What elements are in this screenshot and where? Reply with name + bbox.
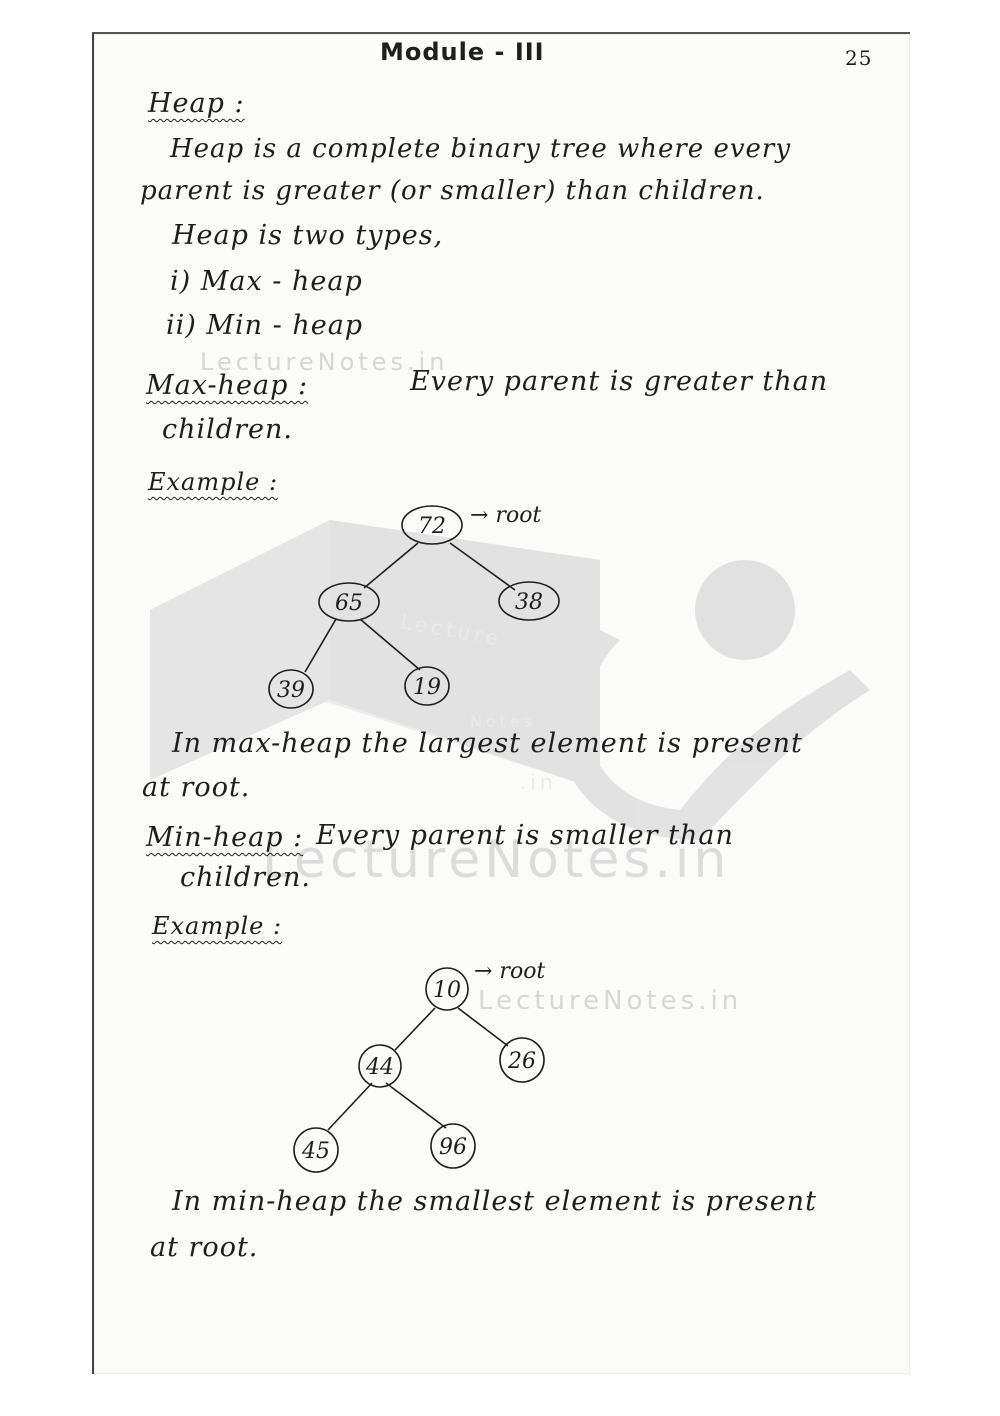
watermark-text: LectureNotes.in	[200, 348, 449, 376]
tree-node	[318, 582, 380, 622]
max-heap-summary-line: at root.	[142, 772, 251, 803]
tree-node	[293, 1127, 339, 1173]
heap-definition-line: parent is greater (or smaller) than chil…	[140, 176, 765, 206]
max-heap-heading: Max-heap :	[146, 370, 309, 401]
tree-edge	[449, 542, 516, 591]
tree-node-label: 96	[439, 1135, 467, 1160]
tree-edge	[457, 1007, 509, 1047]
max-heap-definition-line: children.	[162, 414, 293, 445]
root-pointer-label: → root	[474, 959, 545, 984]
tree-node-label: 39	[277, 678, 305, 703]
heap-type-item: i) Max - heap	[170, 266, 363, 297]
tree-edge	[327, 1082, 373, 1131]
tree-node	[268, 669, 314, 709]
min-heap-heading: Min-heap :	[146, 822, 304, 853]
tree-node-label: 44	[365, 1055, 394, 1080]
min-heap-example-heading: Example :	[152, 912, 283, 940]
watermark-text: LectureNotes.in	[478, 986, 743, 1016]
heap-heading: Heap :	[148, 88, 245, 119]
max-heap-example-heading: Example :	[148, 468, 279, 496]
min-heap-summary-line: at root.	[150, 1232, 259, 1263]
tree-node-label: 38	[515, 590, 543, 615]
page-number: 25	[845, 46, 873, 70]
tree-edge	[394, 1007, 436, 1051]
tree-node-label: 65	[335, 591, 363, 616]
tree-node	[358, 1044, 402, 1088]
tree-node-label: 72	[418, 514, 446, 539]
tree-node-label: 45	[301, 1139, 330, 1164]
heap-definition-line: Heap is a complete binary tree where eve…	[170, 134, 792, 164]
tree-node	[404, 666, 450, 706]
min-heap-definition-line: children.	[180, 862, 311, 893]
tree-edge	[363, 542, 419, 589]
watermark-logo-text: .in	[520, 770, 557, 794]
tree-node	[425, 967, 469, 1011]
tree-edge	[304, 618, 337, 673]
watermark-logo-text: Notes	[470, 712, 537, 731]
tree-node-label: 19	[413, 675, 441, 700]
min-heap-summary-line: In min-heap the smallest element is pres…	[172, 1186, 817, 1217]
max-heap-summary-line: In max-heap the largest element is prese…	[172, 728, 803, 759]
page-title: Module - III	[380, 38, 545, 66]
max-heap-definition-line: Every parent is greater than	[410, 366, 829, 397]
tree-node	[498, 581, 560, 621]
tree-node	[430, 1123, 476, 1169]
tree-edge	[385, 1082, 447, 1129]
tree-node-label: 10	[433, 978, 461, 1003]
watermark-text: LectureNotes.in	[262, 830, 731, 890]
tree-edge	[359, 618, 421, 671]
tree-node-label: 26	[507, 1049, 536, 1074]
tree-node	[499, 1037, 545, 1083]
tree-node	[401, 505, 463, 545]
heap-types-intro: Heap is two types,	[172, 220, 444, 251]
min-heap-definition-line: Every parent is smaller than	[316, 820, 734, 851]
root-pointer-label: → root	[470, 503, 541, 528]
heap-type-item: ii) Min - heap	[166, 310, 364, 341]
